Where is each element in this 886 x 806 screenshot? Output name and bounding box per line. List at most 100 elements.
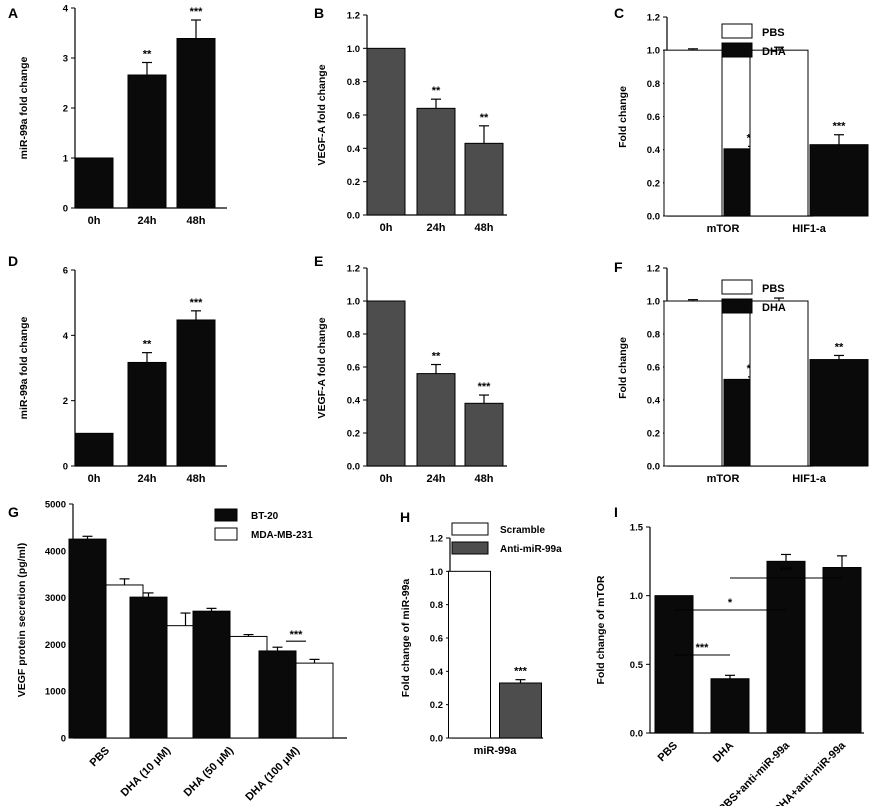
y-axis-label: VEGF protein secretion (pg/ml) [16,543,28,698]
panel-c: C 0.0 0.2 0.4 0.6 0.8 1.0 1.2 Fold change *** mTOR… [614,5,869,235]
y-tick-label: 0.4 [647,145,661,156]
bar [192,610,231,739]
legend-label: MDA-MB-231 [251,530,313,541]
significance-label: ** [143,339,152,351]
y-tick-label: 1.0 [630,591,643,602]
bar [74,432,114,467]
y-tick-label: 0.8 [347,77,360,88]
y-axis-label: miR-99a fold change [18,317,30,420]
bar [127,74,167,209]
bar [295,662,334,739]
panel-label: D [8,253,18,269]
significance-label: *** [190,6,204,18]
y-tick-label: 1.0 [647,46,660,57]
legend-label: BT-20 [251,511,279,522]
legend-swatch [214,527,238,541]
y-axis-label: Fold change [617,337,629,399]
panel-a: A 0 1 2 3 4 miR-99a fold change 0h ** 24h *** 48h [8,4,227,227]
y-tick-label: 0.5 [630,660,644,671]
y-tick-label: 0.4 [347,396,361,407]
bar [366,47,406,216]
y-tick-label: 3 [63,54,68,65]
y-tick-label: 0.4 [347,144,361,155]
y-tick-label: 0.0 [647,462,660,473]
y-tick-label: 0.8 [647,79,660,90]
category-label: 0h [380,222,393,234]
significance-label: ** [835,341,844,353]
significance-label: *** [478,381,492,393]
y-tick-label: 1.2 [647,13,660,24]
bar [766,560,806,734]
bar [68,538,107,739]
panel-label: I [614,504,618,520]
bar [499,682,542,739]
y-tick-label: 0.6 [347,111,360,122]
y-tick-label: 0.6 [430,634,443,645]
bar [416,107,456,216]
y-tick-label: 0.8 [647,330,660,341]
panel-label: H [400,509,410,525]
legend-swatch [451,541,489,555]
y-axis-label: Fold change of mTOR [595,575,607,684]
panel-b: B 0.0 0.2 0.4 0.6 0.8 1.0 1.2 VEGF-A fold change… [314,5,507,234]
legend-label: DHA [762,46,786,58]
y-tick-label: 0.6 [647,363,660,374]
y-tick-label: 1.2 [647,264,660,275]
category-label: DHA (100 μM) [243,744,302,803]
y-tick-label: 0.0 [430,734,443,745]
significance-label: ** [432,351,441,363]
y-tick-label: 0.2 [347,429,360,440]
y-tick-label: 0.6 [347,363,360,374]
category-label: 24h [138,473,157,485]
bar [809,144,869,217]
y-tick-label: 4000 [45,546,66,557]
significance-label: ** [143,49,152,61]
y-tick-label: 0.2 [430,700,443,711]
significance-label: *** [514,666,528,678]
panel-label: A [8,5,18,21]
category-label: 0h [380,473,393,485]
bar [176,38,216,209]
panel-label: G [8,504,19,520]
significance-label: ** [480,112,489,124]
legend-swatch [721,298,753,314]
category-label: 48h [475,473,494,485]
category-label: DHA (50 μM) [182,744,237,799]
category-label: PBS [656,740,680,764]
category-label: mTOR [707,473,740,485]
legend-label: PBS [762,283,785,295]
y-tick-label: 0 [63,462,68,473]
category-label: 24h [427,473,446,485]
y-tick-label: 1.0 [647,297,660,308]
y-tick-label: 6 [63,266,68,277]
y-tick-label: 2 [63,104,68,115]
significance-label: * [728,597,733,609]
legend-label: Scramble [500,525,545,536]
significance-label: ** [432,85,441,97]
bar [176,319,216,467]
y-tick-label: 0.0 [347,211,360,222]
y-tick-label: 1.0 [347,297,360,308]
bar [464,402,504,467]
panel-g: G 0 1000 2000 3000 4000 5000 VEGF protein secre… [8,500,347,803]
bar [74,157,114,209]
category-label: miR-99a [474,745,518,757]
legend-swatch [214,508,238,522]
y-tick-label: 0.0 [647,212,660,223]
bar [258,650,297,739]
panel-label: F [614,259,623,275]
category-label: HIF1-a [792,223,827,235]
significance-label: *** [290,629,304,641]
bar [654,595,694,734]
category-label: 48h [475,222,494,234]
bar [663,300,723,467]
category-label: mTOR [707,223,740,235]
y-axis-label: miR-99a fold change [18,57,30,160]
y-tick-label: 0 [63,204,68,215]
legend-label: PBS [762,27,785,39]
category-label: 24h [427,222,446,234]
y-tick-label: 4 [63,331,69,342]
y-axis-label: Fold change [617,86,629,148]
